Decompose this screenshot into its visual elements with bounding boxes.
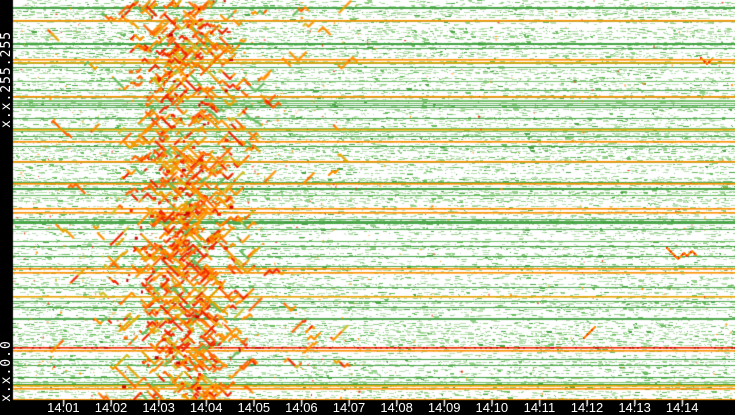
x-tick-label: 14:01 — [47, 400, 80, 415]
x-tick-label: 14:09 — [427, 400, 461, 415]
y-axis-bottom-label: x.x.0.0 — [0, 340, 14, 402]
x-tick-label: 14:12 — [570, 400, 604, 415]
x-tick-label: 14:10 — [475, 400, 509, 415]
x-tick-label: 14:02 — [94, 400, 128, 415]
x-tick-label: 14:03 — [142, 400, 175, 415]
x-tick-label: 14:11 — [523, 400, 556, 415]
x-tick-label: 14:08 — [380, 400, 413, 415]
x-tick-label: 14:04 — [189, 400, 223, 415]
x-tick-label: 14:13 — [618, 400, 651, 415]
x-tick-label: 14:05 — [237, 400, 271, 415]
x-tick-label: 14:14 — [665, 400, 699, 415]
x-tick-label: 14:06 — [285, 400, 318, 415]
x-tick-label: 14:07 — [332, 400, 366, 415]
y-axis-top-label: x.x.255.255 — [0, 30, 14, 128]
